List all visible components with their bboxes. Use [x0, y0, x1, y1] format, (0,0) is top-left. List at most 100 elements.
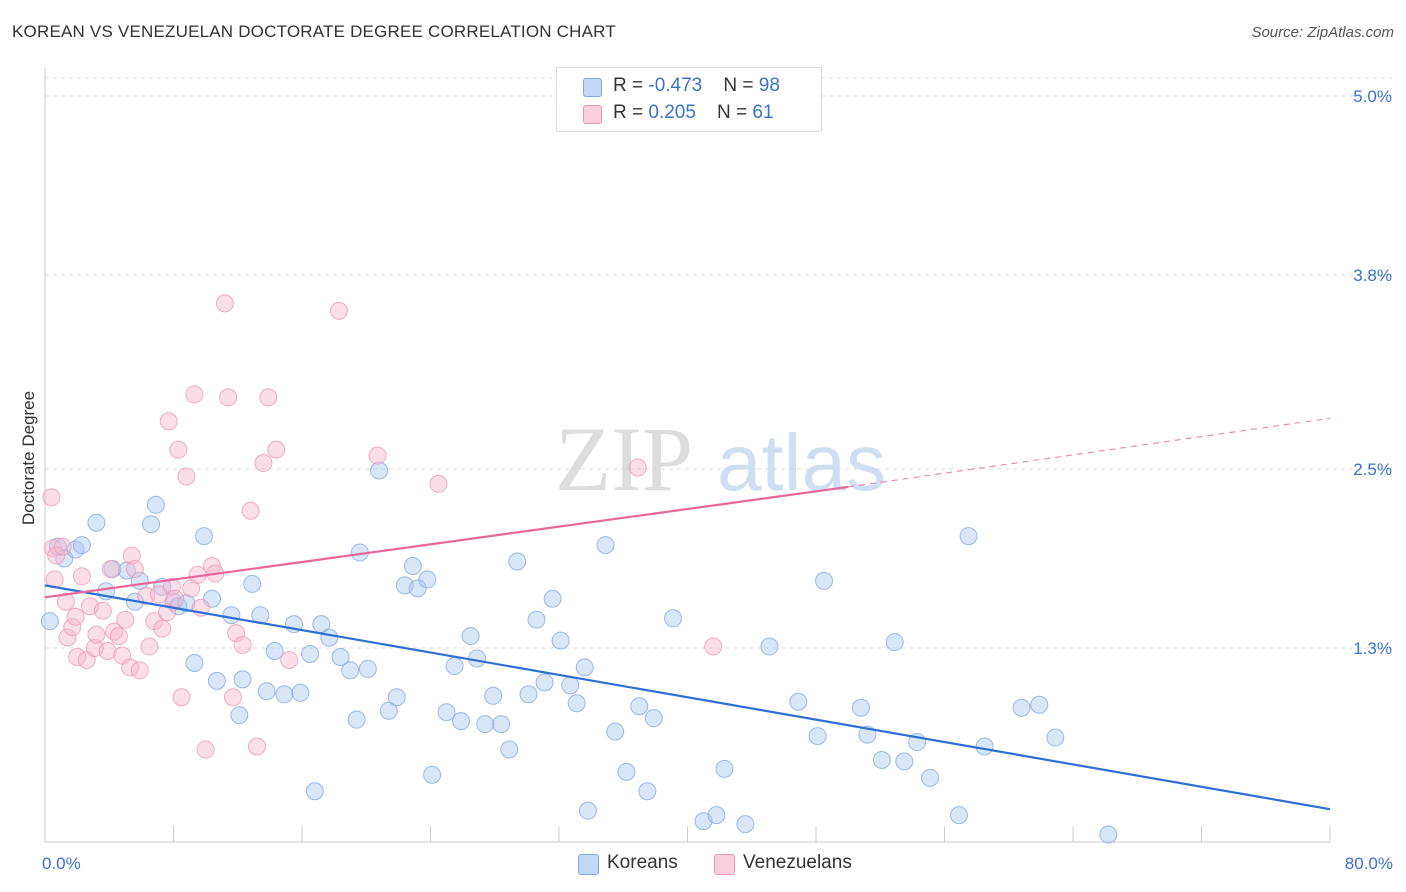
- n-value: 98: [758, 75, 780, 96]
- venezuelan-point-58: [429, 474, 448, 493]
- axes: [44, 68, 1331, 843]
- korean-point-21: [222, 606, 241, 625]
- venezuelan-point-49: [233, 636, 252, 655]
- venezuelan-point-25: [130, 661, 149, 680]
- n-label: N =: [723, 75, 759, 96]
- venezuelan-point-14: [87, 625, 106, 644]
- venezuelan-point-42: [196, 740, 215, 759]
- venezuelans-trend-line: [44, 485, 849, 599]
- korean-point-62: [551, 631, 570, 650]
- r-value: 0.205: [648, 102, 696, 123]
- venezuelan-point-8: [66, 607, 85, 626]
- korean-point-84: [872, 750, 891, 769]
- korean-point-61: [543, 589, 562, 608]
- venezuelan-point-46: [219, 388, 238, 407]
- koreans-points: [40, 461, 1118, 844]
- korean-point-11: [142, 515, 161, 534]
- korean-point-94: [1046, 728, 1065, 747]
- korean-point-4: [72, 536, 91, 555]
- korean-point-65: [575, 658, 594, 677]
- korean-point-91: [975, 737, 994, 756]
- venezuelan-point-48: [227, 624, 246, 643]
- korean-point-82: [851, 698, 870, 717]
- korean-point-34: [320, 628, 339, 647]
- watermark-zip: ZIP: [555, 408, 693, 510]
- r-label: R =: [613, 75, 649, 96]
- korean-point-68: [606, 722, 625, 741]
- venezuelan-point-0: [42, 488, 61, 507]
- watermark: ZIP atlas: [555, 408, 886, 510]
- korean-point-77: [736, 815, 755, 834]
- korean-point-0: [40, 612, 59, 631]
- korean-point-18: [195, 527, 214, 546]
- y-tick-label-0: 1.3%: [1353, 639, 1392, 658]
- venezuelan-point-35: [169, 440, 188, 459]
- korean-point-5: [87, 513, 106, 532]
- venezuelan-point-19: [109, 627, 128, 646]
- venezuelan-point-6: [58, 628, 77, 647]
- korean-point-45: [408, 579, 427, 598]
- korean-point-46: [418, 570, 437, 589]
- venezuelans-swatch: [583, 105, 602, 124]
- korean-point-72: [644, 709, 663, 728]
- korean-point-28: [275, 685, 294, 704]
- venezuelan-point-45: [215, 294, 234, 313]
- korean-point-47: [423, 765, 442, 784]
- watermark-atlas: atlas: [717, 418, 886, 507]
- korean-point-42: [387, 688, 406, 707]
- korean-point-66: [578, 801, 597, 820]
- venezuelan-point-9: [68, 647, 87, 666]
- venezuelan-point-21: [116, 610, 135, 629]
- venezuelan-point-32: [159, 412, 178, 431]
- korean-point-41: [379, 701, 398, 720]
- venezuelan-point-33: [162, 577, 181, 596]
- venezuelan-point-47: [223, 688, 242, 707]
- grid-lines: [45, 77, 1392, 649]
- korean-point-76: [715, 759, 734, 778]
- korean-point-79: [789, 692, 808, 711]
- chart-source: Source: ZipAtlas.com: [1251, 24, 1394, 41]
- venezuelan-point-36: [172, 688, 191, 707]
- korean-point-60: [535, 673, 554, 692]
- venezuelan-point-16: [98, 642, 117, 661]
- correlation-legend: R = -0.473 N = 98 R = 0.205 N = 61: [556, 67, 822, 132]
- venezuelan-point-10: [72, 567, 91, 586]
- venezuelan-point-60: [704, 637, 723, 656]
- venezuelan-point-27: [140, 637, 159, 656]
- series-legend: Koreans Venezuelans: [0, 852, 1406, 878]
- x-tick-labels: 0.0% 80.0%: [42, 854, 1393, 873]
- korean-point-20: [207, 671, 226, 690]
- venezuelans-legend-label: Venezuelans: [743, 852, 852, 873]
- n-value: 61: [752, 102, 774, 123]
- korean-point-36: [341, 661, 360, 680]
- legend-row-text: R = -0.473 N = 98: [613, 75, 780, 97]
- korean-point-22: [230, 706, 249, 725]
- r-label: R =: [613, 102, 649, 123]
- venezuelan-point-22: [121, 658, 140, 677]
- venezuelan-point-4: [53, 537, 72, 556]
- korean-point-71: [638, 782, 657, 801]
- korean-point-44: [403, 556, 422, 575]
- venezuelan-point-56: [329, 301, 348, 320]
- venezuelan-point-3: [47, 546, 66, 565]
- venezuelans-points: [42, 294, 723, 759]
- y-tick-label-3: 5.0%: [1353, 87, 1392, 106]
- korean-point-30: [291, 683, 310, 702]
- korean-point-78: [760, 637, 779, 656]
- x-tick-label-0: 0.0%: [42, 854, 81, 873]
- venezuelan-point-50: [241, 501, 260, 520]
- venezuelans-legend-swatch: [714, 854, 735, 875]
- venezuelan-point-55: [280, 650, 299, 669]
- korean-point-39: [358, 659, 377, 678]
- trend-lines: [44, 417, 1331, 811]
- korean-point-73: [664, 609, 683, 628]
- chart-title: KOREAN VS VENEZUELAN DOCTORATE DEGREE CO…: [12, 22, 616, 41]
- korean-point-95: [1099, 825, 1118, 844]
- korean-point-69: [617, 762, 636, 781]
- koreans-trend-line: [44, 584, 1331, 811]
- korean-point-56: [500, 740, 519, 759]
- korean-point-85: [885, 633, 904, 652]
- venezuelan-point-26: [137, 586, 156, 605]
- korean-point-40: [370, 461, 389, 480]
